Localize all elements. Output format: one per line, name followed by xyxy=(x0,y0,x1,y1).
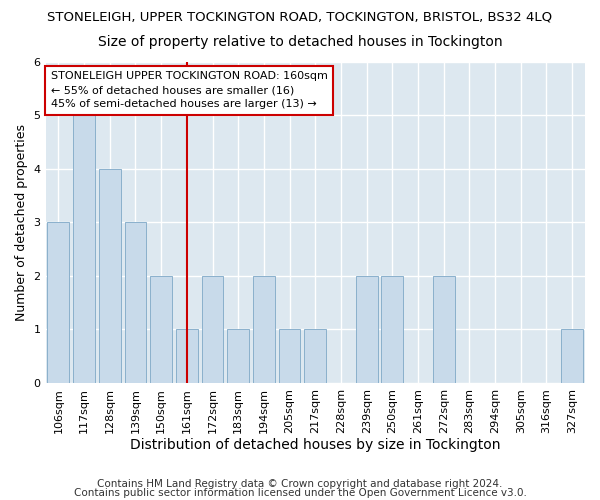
Bar xyxy=(382,276,403,383)
Bar xyxy=(561,330,583,383)
Bar xyxy=(125,222,146,383)
X-axis label: Distribution of detached houses by size in Tockington: Distribution of detached houses by size … xyxy=(130,438,500,452)
Bar xyxy=(73,115,95,383)
Text: STONELEIGH UPPER TOCKINGTON ROAD: 160sqm
← 55% of detached houses are smaller (1: STONELEIGH UPPER TOCKINGTON ROAD: 160sqm… xyxy=(51,71,328,109)
Text: STONELEIGH, UPPER TOCKINGTON ROAD, TOCKINGTON, BRISTOL, BS32 4LQ: STONELEIGH, UPPER TOCKINGTON ROAD, TOCKI… xyxy=(47,10,553,23)
Bar xyxy=(150,276,172,383)
Bar xyxy=(356,276,377,383)
Bar xyxy=(176,330,198,383)
Bar xyxy=(304,330,326,383)
Text: Contains HM Land Registry data © Crown copyright and database right 2024.: Contains HM Land Registry data © Crown c… xyxy=(97,479,503,489)
Bar xyxy=(202,276,223,383)
Bar xyxy=(99,168,121,383)
Bar xyxy=(227,330,249,383)
Y-axis label: Number of detached properties: Number of detached properties xyxy=(15,124,28,320)
Text: Size of property relative to detached houses in Tockington: Size of property relative to detached ho… xyxy=(98,35,502,49)
Text: Contains public sector information licensed under the Open Government Licence v3: Contains public sector information licen… xyxy=(74,488,526,498)
Bar xyxy=(278,330,301,383)
Bar xyxy=(253,276,275,383)
Bar xyxy=(433,276,455,383)
Bar xyxy=(47,222,70,383)
